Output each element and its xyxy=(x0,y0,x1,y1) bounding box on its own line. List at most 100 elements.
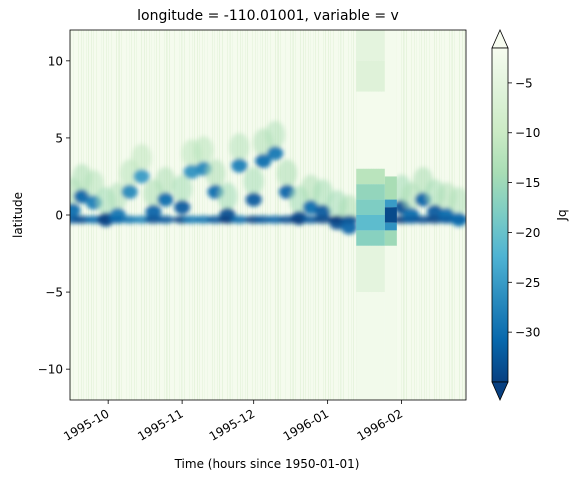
heatmap-envelope xyxy=(131,143,152,172)
streak xyxy=(131,30,132,400)
streak xyxy=(136,30,137,400)
x-tick-label: 1996-01 xyxy=(281,406,331,443)
streak xyxy=(313,30,314,400)
y-tick-label: −10 xyxy=(38,363,63,377)
x-tick-label: 1995-10 xyxy=(61,406,111,443)
streak xyxy=(255,30,256,400)
x-tick-label: 1996-02 xyxy=(355,406,405,443)
streak xyxy=(166,30,167,400)
streak xyxy=(96,30,97,400)
streak xyxy=(202,30,203,400)
y-tick-label: −5 xyxy=(45,286,63,300)
colorbar-extend-bottom xyxy=(491,381,509,401)
streak xyxy=(419,30,420,400)
colorbar-gradient xyxy=(491,47,509,383)
y-axis: 10 5 0 −5 −10 xyxy=(38,54,70,377)
gap-band xyxy=(356,168,385,185)
streak xyxy=(426,30,427,400)
streak xyxy=(315,30,316,400)
gap-band xyxy=(356,245,385,293)
gap-band xyxy=(384,222,397,231)
heatmap-band-cell xyxy=(230,215,249,224)
streak xyxy=(169,30,170,400)
y-tick-label: 10 xyxy=(48,54,63,68)
streak xyxy=(83,30,84,400)
streak xyxy=(192,30,193,400)
streak xyxy=(182,30,183,400)
heatmap-envelope xyxy=(448,187,466,216)
heatmap-envelope xyxy=(339,194,360,223)
streak xyxy=(164,30,165,400)
gap-band xyxy=(356,30,385,61)
streak xyxy=(181,30,182,400)
heatmap-envelope xyxy=(243,167,264,196)
streak xyxy=(129,30,130,400)
heatmap-band-cell xyxy=(449,215,466,224)
y-tick-label: 0 xyxy=(55,209,63,223)
x-tick-label: 1995-12 xyxy=(207,406,257,443)
heatmap-cell xyxy=(302,200,319,215)
gap-band xyxy=(356,292,385,400)
streak xyxy=(265,30,266,400)
streak xyxy=(267,30,268,400)
streak xyxy=(330,30,331,400)
feature-layer xyxy=(70,120,466,235)
heatmap-envelope xyxy=(193,136,214,165)
streak xyxy=(421,30,422,400)
gap-band xyxy=(384,207,397,223)
streak xyxy=(275,30,276,400)
gap-band xyxy=(384,199,397,208)
heatmap-envelope xyxy=(217,182,238,211)
colorbar-tick-label: −20 xyxy=(515,226,540,240)
streak xyxy=(86,30,87,400)
streak xyxy=(197,30,198,400)
streak xyxy=(277,30,278,400)
gap-band xyxy=(384,230,397,246)
streak xyxy=(245,30,246,400)
heatmap-envelope xyxy=(229,133,250,162)
streak xyxy=(93,30,94,400)
gap-band xyxy=(356,230,385,246)
colorbar-tick-label: −5 xyxy=(515,76,533,90)
streak xyxy=(167,30,168,400)
streak xyxy=(401,30,402,400)
gap-band xyxy=(384,176,397,200)
gap-band xyxy=(356,215,385,231)
plot-area xyxy=(69,29,467,401)
streak xyxy=(134,30,135,400)
streak xyxy=(257,30,258,400)
gap-band xyxy=(356,91,385,169)
colorbar-extend-top xyxy=(491,29,509,49)
heatmap-cell xyxy=(174,200,191,215)
streak xyxy=(141,30,142,400)
gap-band xyxy=(356,184,385,200)
streak xyxy=(91,30,92,400)
streak xyxy=(278,30,279,400)
streak xyxy=(252,30,253,400)
heatmap-cell xyxy=(255,154,272,169)
streak xyxy=(214,30,215,400)
colorbar-tick-label: −10 xyxy=(515,126,540,140)
streak xyxy=(237,30,238,400)
heatmap-cell xyxy=(245,192,262,207)
streak xyxy=(207,30,208,400)
heatmap-envelope xyxy=(277,159,298,188)
streak xyxy=(194,30,195,400)
y-axis-label: latitude xyxy=(11,192,25,238)
heatmap-band-cell xyxy=(340,215,359,224)
gap-layer xyxy=(356,30,397,400)
x-axis: 1995-10 1995-11 1995-12 1996-01 1996-02 xyxy=(61,400,405,444)
streak xyxy=(199,30,200,400)
colorbar-tick-label: −25 xyxy=(515,276,540,290)
heatmap-envelope xyxy=(205,159,226,188)
x-tick-label: 1995-11 xyxy=(135,406,185,443)
streak xyxy=(81,30,82,400)
streak xyxy=(78,30,79,400)
streak xyxy=(88,30,89,400)
heatmap-cell xyxy=(70,203,81,218)
streak xyxy=(174,30,175,400)
gap-band xyxy=(384,30,397,177)
streak xyxy=(247,30,248,400)
chart-title: longitude = -110.01001, variable = v xyxy=(137,8,399,24)
